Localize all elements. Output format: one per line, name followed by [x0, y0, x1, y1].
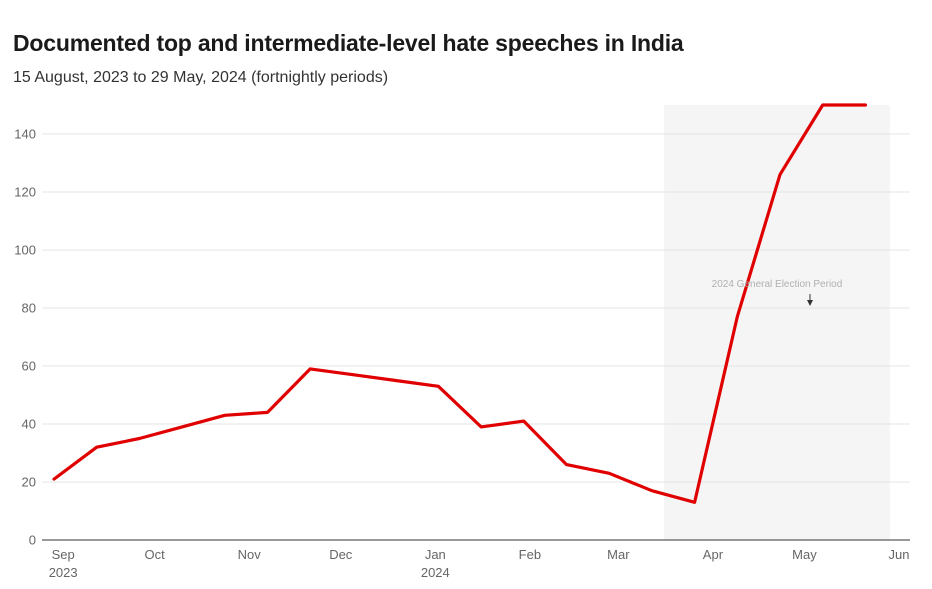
y-tick-label: 80 — [22, 301, 36, 316]
shaded-region-layer — [664, 105, 890, 540]
x-tick-label: Nov — [238, 547, 262, 562]
x-tick-label: Jan — [425, 547, 446, 562]
chart-title: Documented top and intermediate-level ha… — [13, 30, 684, 56]
annotation-layer: 2024 General Election Period — [712, 279, 843, 306]
y-tick-label: 100 — [14, 243, 36, 258]
chart-subtitle: 15 August, 2023 to 29 May, 2024 (fortnig… — [13, 69, 389, 86]
y-tick-label: 40 — [22, 417, 36, 432]
y-axis: 0 20 40 60 80 100 120 140 — [14, 127, 36, 548]
series-line-0 — [52, 103, 868, 504]
x-tick-label: May — [792, 547, 817, 562]
election-period-band — [664, 105, 890, 540]
x-tick-label: Dec — [329, 547, 353, 562]
y-tick-label: 20 — [22, 475, 36, 490]
y-tick-label: 120 — [14, 185, 36, 200]
x-tick-label: Sep — [52, 547, 75, 562]
x-tick-label: Apr — [703, 547, 724, 562]
x-axis: Sep 2023 Oct Nov Dec Jan 2024 Feb Mar Apr May Jun — [42, 539, 910, 580]
election-period-label: 2024 General Election Period — [712, 279, 843, 290]
y-tick-label: 140 — [14, 127, 36, 142]
x-tick-sublabel: 2024 — [421, 565, 450, 580]
x-tick-label: Mar — [607, 547, 630, 562]
annotation-arrowhead — [807, 300, 813, 306]
y-tick-label: 0 — [29, 533, 36, 548]
y-tick-label: 60 — [22, 359, 36, 374]
series-layer — [52, 103, 868, 504]
x-tick-label: Oct — [145, 547, 166, 562]
x-tick-label: Feb — [519, 547, 541, 562]
x-tick-sublabel: 2023 — [49, 565, 78, 580]
x-tick-label: Jun — [889, 547, 910, 562]
